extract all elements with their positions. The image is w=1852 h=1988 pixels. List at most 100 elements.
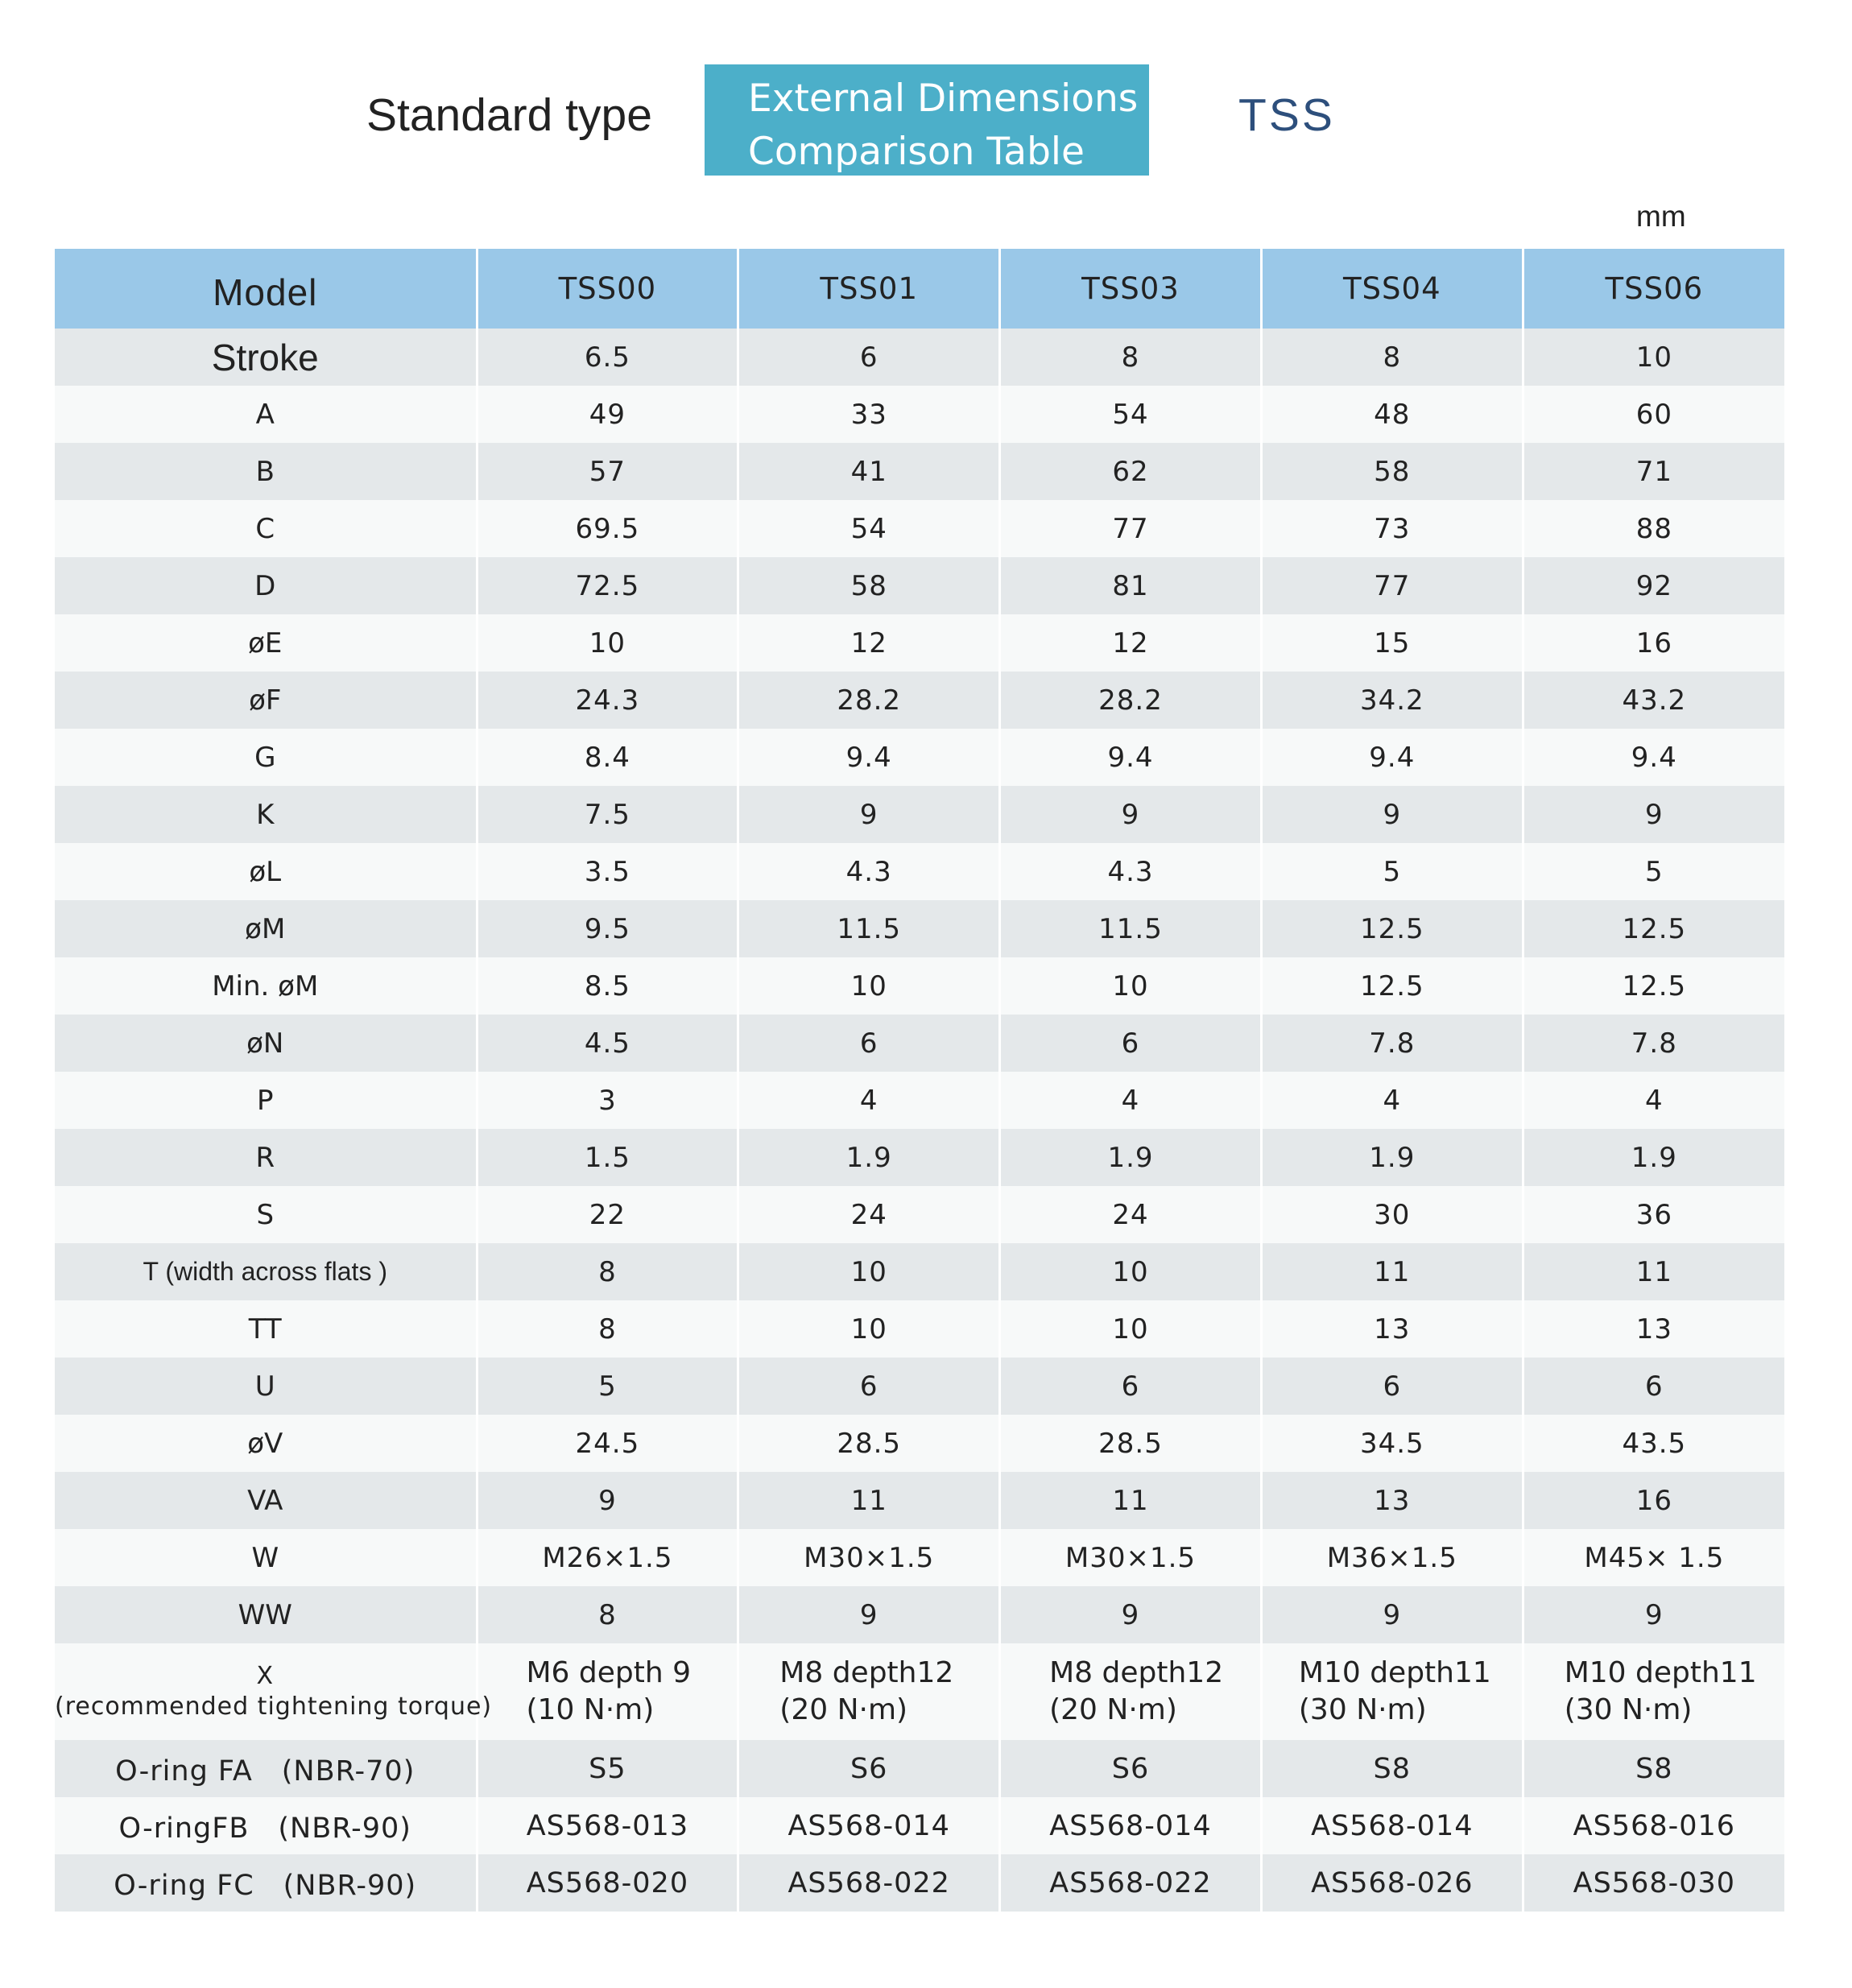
table-cell: S8 xyxy=(1261,1740,1524,1797)
row-label: X (recommended tightening torque) xyxy=(55,1643,491,1740)
table-cell: 12 xyxy=(738,614,1002,672)
table-cell: M8 depth12 (20 N·m) xyxy=(738,1643,1002,1740)
table-cell: 36 xyxy=(1523,1186,1784,1243)
cell-line1: M8 depth12 xyxy=(779,1656,954,1689)
table-cell: 8 xyxy=(477,1300,740,1358)
table-cell: 9.4 xyxy=(1261,729,1524,786)
table-row: B 57 41 62 58 71 xyxy=(55,443,1784,500)
table-cell: 8 xyxy=(477,1586,740,1643)
table-cell: M30×1.5 xyxy=(738,1529,1002,1586)
table-cell: 60 xyxy=(1523,386,1784,443)
table-cell: M45× 1.5 xyxy=(1523,1529,1784,1586)
table-cell: AS568-030 xyxy=(1523,1854,1784,1912)
table-cell: 11 xyxy=(738,1472,1002,1529)
table-cell: 72.5 xyxy=(477,557,740,614)
title-banner-line1: External Dimensions xyxy=(748,76,1139,121)
row-label: øM xyxy=(55,900,478,957)
table-cell: 6 xyxy=(999,1358,1263,1415)
table-row: R 1.5 1.9 1.9 1.9 1.9 xyxy=(55,1129,1784,1186)
cell-line2: (30 N·m) xyxy=(1564,1693,1693,1726)
column-header: TSS00 xyxy=(477,249,740,329)
cell-line1: M10 depth11 xyxy=(1298,1656,1491,1689)
table-cell: 10 xyxy=(738,957,1002,1015)
title-banner-line2: Comparison Table xyxy=(748,130,1085,174)
table-cell: 92 xyxy=(1523,557,1784,614)
row-label: D xyxy=(55,557,478,614)
table-cell: 12.5 xyxy=(1261,900,1524,957)
table-cell: 28.2 xyxy=(738,672,1002,729)
table-row: VA 9 11 11 13 16 xyxy=(55,1472,1784,1529)
table-cell: 5 xyxy=(1523,843,1784,900)
table-cell: 3.5 xyxy=(477,843,740,900)
row-label: øN xyxy=(55,1015,478,1072)
table-cell: 81 xyxy=(999,557,1263,614)
table-cell: 8 xyxy=(477,1243,740,1300)
table-cell: 77 xyxy=(999,500,1263,557)
row-label: VA xyxy=(55,1472,478,1529)
table-cell: 13 xyxy=(1261,1472,1524,1529)
table-cell: 6 xyxy=(1261,1358,1524,1415)
table-cell: AS568-020 xyxy=(477,1854,740,1912)
table-cell: M8 depth12 (20 N·m) xyxy=(999,1643,1263,1740)
table-cell: 9 xyxy=(738,786,1002,843)
table-cell: 9.4 xyxy=(1523,729,1784,786)
cell-line2: (20 N·m) xyxy=(1049,1693,1177,1726)
table-row: O-ringFB (NBR-90) AS568-013 AS568-014 AS568… xyxy=(55,1797,1784,1854)
table-cell: 8.5 xyxy=(477,957,740,1015)
table-cell: AS568-026 xyxy=(1261,1854,1524,1912)
table-cell: 3 xyxy=(477,1072,740,1129)
table-cell: 12 xyxy=(999,614,1263,672)
table-cell: 9.4 xyxy=(738,729,1002,786)
table-cell: 13 xyxy=(1523,1300,1784,1358)
table-cell: 49 xyxy=(477,386,740,443)
table-cell: 9 xyxy=(1261,1586,1524,1643)
table-cell: 41 xyxy=(738,443,1002,500)
table-cell: 9.5 xyxy=(477,900,740,957)
table-cell: 1.9 xyxy=(738,1129,1002,1186)
row-label: WW xyxy=(55,1586,478,1643)
table-cell: 24 xyxy=(738,1186,1002,1243)
table-row-x: X (recommended tightening torque) M6 depth… xyxy=(55,1643,1784,1740)
row-label: S xyxy=(55,1186,478,1243)
row-label: U xyxy=(55,1358,478,1415)
table-row: TT 8 10 10 13 13 xyxy=(55,1300,1784,1358)
table-cell: 10 xyxy=(999,957,1263,1015)
table-cell: 34.5 xyxy=(1261,1415,1524,1472)
row-label: Min. øM xyxy=(55,957,478,1015)
table-row: øL 3.5 4.3 4.3 5 5 xyxy=(55,843,1784,900)
table-cell: S8 xyxy=(1523,1740,1784,1797)
table-cell: 11.5 xyxy=(738,900,1002,957)
table-cell: 1.9 xyxy=(1523,1129,1784,1186)
table-cell: 6 xyxy=(738,329,1002,386)
row-label: W xyxy=(55,1529,478,1586)
table-cell: 24 xyxy=(999,1186,1263,1243)
table-cell: 57 xyxy=(477,443,740,500)
cell-line2: (30 N·m) xyxy=(1298,1693,1427,1726)
table-cell: 4 xyxy=(738,1072,1002,1129)
table-cell: 9 xyxy=(738,1586,1002,1643)
table-cell: S6 xyxy=(738,1740,1002,1797)
table-cell: 24.5 xyxy=(477,1415,740,1472)
table-row: W M26×1.5 M30×1.5 M30×1.5 M36×1.5 M45× 1.5 xyxy=(55,1529,1784,1586)
table-cell: 6 xyxy=(738,1015,1002,1072)
table-cell: 22 xyxy=(477,1186,740,1243)
table-cell: 10 xyxy=(999,1300,1263,1358)
table-cell: 12.5 xyxy=(1523,957,1784,1015)
row-label: øE xyxy=(55,614,478,672)
table-row: O-ring FA (NBR-70) S5 S6 S6 S8 S8 xyxy=(55,1740,1784,1797)
table-row: øM 9.5 11.5 11.5 12.5 12.5 xyxy=(55,900,1784,957)
cell-line2: (20 N·m) xyxy=(779,1693,908,1726)
table-row: øF 24.3 28.2 28.2 34.2 43.2 xyxy=(55,672,1784,729)
table-cell: 43.5 xyxy=(1523,1415,1784,1472)
row-label: P xyxy=(55,1072,478,1129)
table-cell: 6 xyxy=(738,1358,1002,1415)
table-cell: 10 xyxy=(999,1243,1263,1300)
table-cell: 69.5 xyxy=(477,500,740,557)
table-cell: 9 xyxy=(1523,786,1784,843)
table-row: Stroke 6.5 6 8 8 10 xyxy=(55,329,1784,386)
table-cell: 10 xyxy=(477,614,740,672)
table-cell: 24.3 xyxy=(477,672,740,729)
row-label: O-ringFB (NBR-90) xyxy=(55,1797,478,1854)
dimensions-table: Model TSS00 TSS01 TSS03 TSS04 TSS06 Stro… xyxy=(55,249,1784,1912)
